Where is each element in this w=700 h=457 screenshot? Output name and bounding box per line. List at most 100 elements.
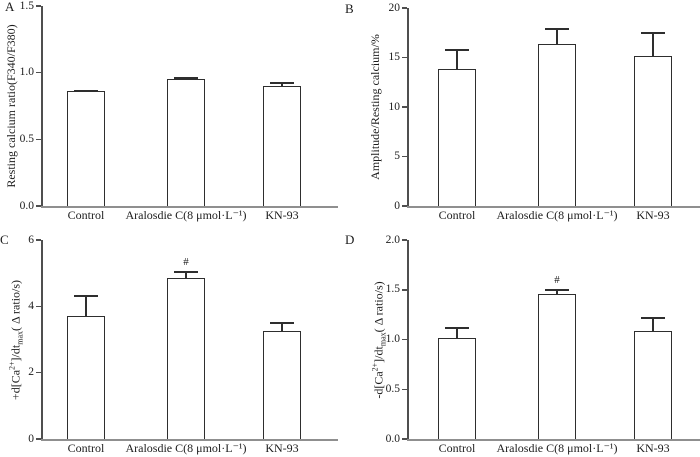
error-bar-cap bbox=[270, 82, 294, 84]
y-tick-label: 0.0 bbox=[385, 432, 400, 445]
error-bar-whisker bbox=[185, 271, 187, 279]
y-axis-label-part: 2+ bbox=[370, 362, 379, 371]
x-category-label: Control bbox=[67, 208, 105, 222]
y-axis-label-part: 2+ bbox=[7, 360, 16, 370]
x-category-label: Aralosdie C(8 μmol·L⁻¹) bbox=[125, 441, 247, 455]
y-axis-label-part: Resting calcium ratio(F340/F380) bbox=[4, 24, 18, 188]
error-bar-cap bbox=[641, 316, 665, 319]
y-axis-label: Amplitude/Resting calcium/% bbox=[366, 8, 384, 206]
y-axis-label-part: +d[Ca bbox=[8, 369, 22, 400]
error-bar-cap bbox=[641, 31, 665, 34]
error-bar-whisker bbox=[556, 27, 558, 44]
y-tick-label: 5 bbox=[394, 150, 400, 162]
x-category-label: Control bbox=[67, 441, 105, 455]
y-tick bbox=[402, 388, 407, 390]
y-tick bbox=[402, 155, 407, 158]
error-bar-whisker bbox=[652, 31, 654, 56]
error-bar-cap bbox=[445, 48, 469, 51]
y-axis-label-part: max bbox=[15, 330, 24, 345]
bar bbox=[438, 337, 476, 439]
y-tick-label: 10 bbox=[388, 100, 401, 113]
error-bar-whisker bbox=[85, 295, 87, 316]
significance-marker: # bbox=[183, 256, 189, 269]
y-tick bbox=[402, 239, 407, 241]
significance-marker: # bbox=[554, 273, 560, 286]
x-category-label: Aralosdie C(8 μmol·L⁻¹) bbox=[125, 208, 247, 222]
y-tick-label: 6 bbox=[28, 233, 34, 246]
error-bar-whisker bbox=[281, 82, 283, 86]
y-tick-label: 2.0 bbox=[385, 233, 400, 246]
y-axis bbox=[41, 240, 43, 439]
error-bar-whisker bbox=[456, 48, 458, 70]
y-tick bbox=[402, 106, 407, 108]
bar bbox=[538, 293, 576, 439]
x-axis bbox=[407, 206, 700, 208]
panel-letter: D bbox=[345, 232, 355, 247]
panel-letter: B bbox=[345, 1, 354, 16]
y-axis-label-part: -d[Ca bbox=[371, 370, 385, 399]
y-axis bbox=[407, 240, 409, 439]
panel-letter: C bbox=[0, 232, 9, 247]
bar bbox=[538, 43, 576, 206]
y-tick-label: 4 bbox=[28, 299, 34, 312]
y-tick bbox=[402, 56, 407, 59]
y-axis bbox=[41, 6, 43, 206]
error-bar-cap bbox=[270, 321, 294, 324]
y-tick-label: 2 bbox=[28, 366, 34, 379]
x-category-label: Aralosdie C(8 μmol·L⁻¹) bbox=[496, 208, 618, 222]
y-axis-label-part: ( Δ ratio/s) bbox=[8, 279, 22, 331]
y-axis-label: +d[Ca2+]/dtmax( Δ ratio/s) bbox=[3, 240, 24, 439]
error-bar-whisker bbox=[456, 326, 458, 338]
y-axis-label-part: ( Δ ratio/s) bbox=[371, 280, 385, 332]
y-tick-label: 0 bbox=[28, 432, 34, 445]
y-tick bbox=[402, 205, 407, 207]
y-axis-label-part: Amplitude/Resting calcium/% bbox=[368, 34, 382, 180]
bar bbox=[263, 331, 301, 439]
y-axis-label-part: ]/dt bbox=[8, 344, 22, 361]
y-tick-label: 0 bbox=[394, 199, 400, 212]
x-axis bbox=[41, 206, 338, 208]
error-bar-cap bbox=[545, 288, 569, 291]
bar bbox=[263, 86, 301, 206]
y-tick-label: 20 bbox=[388, 1, 401, 14]
error-bar-whisker bbox=[556, 288, 558, 294]
x-category-label: KN-93 bbox=[265, 441, 299, 455]
y-tick bbox=[36, 138, 41, 141]
y-tick-label: 1.5 bbox=[19, 0, 34, 12]
error-bar-cap bbox=[445, 326, 469, 329]
error-bar-cap bbox=[174, 77, 198, 80]
x-axis bbox=[407, 439, 700, 441]
x-category-label: Aralosdie C(8 μmol·L⁻¹) bbox=[496, 441, 618, 455]
y-tick-label: 15 bbox=[388, 51, 401, 63]
bar bbox=[634, 330, 672, 439]
x-category-label: KN-93 bbox=[636, 441, 670, 455]
error-bar-whisker bbox=[652, 316, 654, 331]
y-tick-label: 1.5 bbox=[385, 283, 400, 296]
error-bar-cap bbox=[74, 295, 98, 298]
y-axis bbox=[407, 8, 409, 206]
x-category-label: Control bbox=[438, 441, 476, 455]
y-tick bbox=[36, 5, 41, 7]
error-bar-whisker bbox=[281, 321, 283, 332]
y-tick bbox=[36, 438, 41, 440]
x-category-label: KN-93 bbox=[265, 208, 299, 222]
y-axis-label: Resting calcium ratio(F340/F380) bbox=[2, 6, 20, 206]
panel-letter: A bbox=[5, 0, 15, 14]
bar bbox=[167, 278, 205, 439]
y-tick bbox=[36, 239, 41, 241]
y-tick bbox=[402, 438, 407, 440]
y-tick bbox=[402, 289, 407, 291]
error-bar-cap bbox=[74, 90, 98, 92]
bar bbox=[438, 69, 476, 206]
y-tick bbox=[36, 305, 41, 308]
y-tick-label: 0.5 bbox=[19, 132, 34, 145]
bar bbox=[67, 315, 105, 439]
y-axis-label-part: ]/dt bbox=[371, 345, 385, 363]
y-tick bbox=[36, 205, 41, 207]
y-tick-label: 0.5 bbox=[385, 382, 400, 395]
y-tick-label: 0.0 bbox=[19, 199, 34, 212]
y-axis-label: -d[Ca2+]/dtmax( Δ ratio/s) bbox=[366, 240, 387, 439]
y-tick-label: 1.0 bbox=[19, 66, 34, 79]
y-axis-label-part: max bbox=[378, 331, 387, 346]
error-bar-cap bbox=[545, 27, 569, 30]
